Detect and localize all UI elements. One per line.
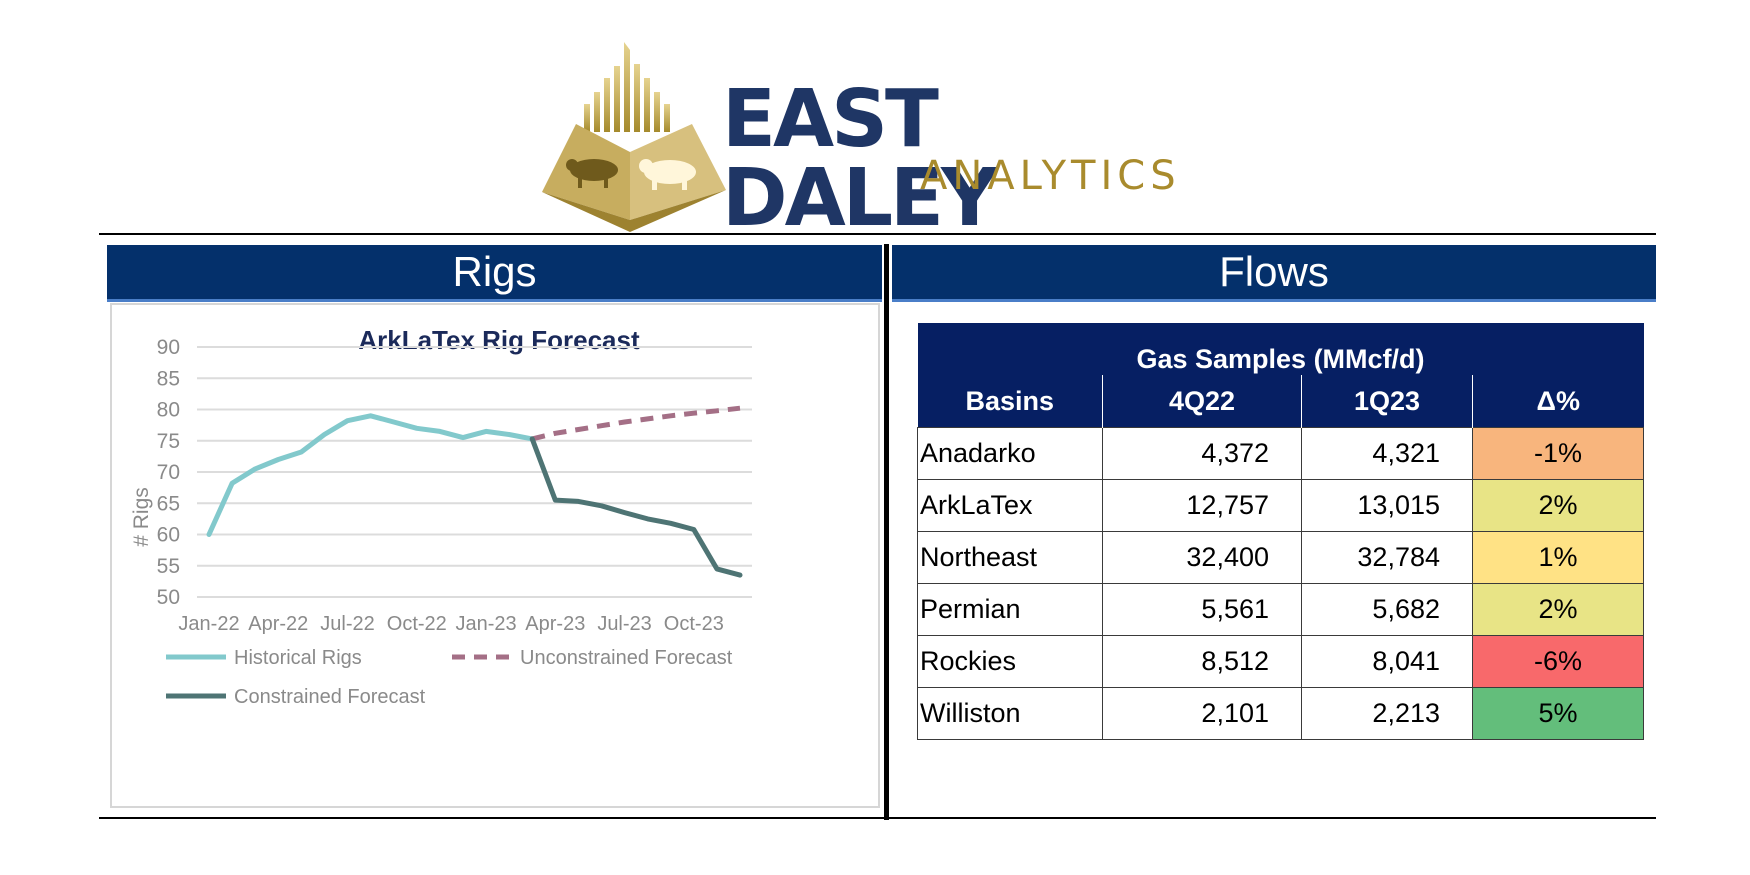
legend-label: Unconstrained Forecast <box>520 647 733 669</box>
delta-pct-cell: 2% <box>1472 583 1644 636</box>
top-rule <box>99 233 1656 235</box>
q1-23-cell: 13,015 <box>1301 479 1473 532</box>
series-line-constrained-forecast <box>529 436 743 578</box>
series-line-historical-rigs <box>206 413 535 537</box>
flows-panel-header: Flows <box>892 245 1656 302</box>
basin-cell: Rockies <box>917 635 1103 688</box>
x-tick-label: Apr-22 <box>248 613 308 635</box>
rigs-panel-header: Rigs <box>107 245 882 302</box>
gas-samples-table: Gas Samples (MMcf/d) Basins 4Q22 1Q23 Δ%… <box>917 323 1644 740</box>
basin-cell: Permian <box>917 583 1103 636</box>
table-row: ArkLaTex 12,757 13,015 2% <box>917 479 1644 532</box>
delta-pct-cell: -1% <box>1472 427 1644 480</box>
logo-brand-text: EAST DALEY <box>722 73 998 244</box>
y-tick-label: 80 <box>157 399 180 422</box>
table-row: Northeast 32,400 32,784 1% <box>917 531 1644 584</box>
bottom-rule <box>99 817 1656 819</box>
column-header-1q23: 1Q23 <box>1301 375 1473 428</box>
y-axis-label: # Rigs <box>130 487 153 547</box>
q4-22-cell: 4,372 <box>1102 427 1302 480</box>
x-tick-label: Jul-22 <box>320 613 374 635</box>
column-header-4q22: 4Q22 <box>1102 375 1302 428</box>
q1-23-cell: 8,041 <box>1301 635 1473 688</box>
q1-23-cell: 5,682 <box>1301 583 1473 636</box>
q4-22-cell: 12,757 <box>1102 479 1302 532</box>
basin-cell: Northeast <box>917 531 1103 584</box>
basin-cell: Anadarko <box>917 427 1103 480</box>
y-tick-label: 55 <box>157 555 180 578</box>
y-tick-label: 50 <box>157 586 180 609</box>
q4-22-cell: 5,561 <box>1102 583 1302 636</box>
delta-pct-cell: 2% <box>1472 479 1644 532</box>
x-tick-label: Apr-23 <box>525 613 585 635</box>
table-row: Permian 5,561 5,682 2% <box>917 583 1644 636</box>
table-title: Gas Samples (MMcf/d) <box>917 323 1644 375</box>
logo-sub-text: ANALYTICS <box>920 153 1181 199</box>
table-row: Williston 2,101 2,213 5% <box>917 687 1644 740</box>
logo-emblem-icon <box>542 42 726 232</box>
y-tick-label: 75 <box>157 430 180 453</box>
series-line-unconstrained-forecast <box>531 405 741 442</box>
table-row: Anadarko 4,372 4,321 -1% <box>917 427 1644 480</box>
x-tick-label: Jan-22 <box>178 613 239 635</box>
x-tick-label: Jul-23 <box>597 613 651 635</box>
q4-22-cell: 32,400 <box>1102 531 1302 584</box>
q1-23-cell: 4,321 <box>1301 427 1473 480</box>
y-tick-label: 85 <box>157 367 180 390</box>
legend-label: Constrained Forecast <box>234 686 426 708</box>
y-tick-label: 60 <box>157 524 180 547</box>
chart-canvas: ArkLaTex Rig Forecast # Rigs 90 85 80 75 70 6… <box>130 325 752 708</box>
x-tick-label: Oct-22 <box>387 613 447 635</box>
delta-pct-cell: 5% <box>1472 687 1644 740</box>
x-tick-label: Oct-23 <box>664 613 724 635</box>
y-tick-label: 90 <box>157 336 180 359</box>
basin-cell: Williston <box>917 687 1103 740</box>
delta-pct-cell: 1% <box>1472 531 1644 584</box>
table-row: Rockies 8,512 8,041 -6% <box>917 635 1644 688</box>
q4-22-cell: 2,101 <box>1102 687 1302 740</box>
y-tick-label: 65 <box>157 492 180 515</box>
column-header-delta-pct: Δ% <box>1472 375 1644 428</box>
chart-title: ArkLaTex Rig Forecast <box>358 325 640 355</box>
delta-pct-cell: -6% <box>1472 635 1644 688</box>
rig-forecast-chart: ArkLaTex Rig Forecast # Rigs 90 85 80 75 70 6… <box>110 303 880 808</box>
q4-22-cell: 8,512 <box>1102 635 1302 688</box>
company-logo: EAST DALEY ANALYTICS <box>542 42 1202 238</box>
y-tick-label: 70 <box>157 461 180 484</box>
x-tick-label: Jan-23 <box>455 613 516 635</box>
panel-divider <box>884 244 889 820</box>
column-header-basins: Basins <box>917 375 1103 428</box>
q1-23-cell: 2,213 <box>1301 687 1473 740</box>
basin-cell: ArkLaTex <box>917 479 1103 532</box>
legend-label: Historical Rigs <box>234 647 362 669</box>
q1-23-cell: 32,784 <box>1301 531 1473 584</box>
